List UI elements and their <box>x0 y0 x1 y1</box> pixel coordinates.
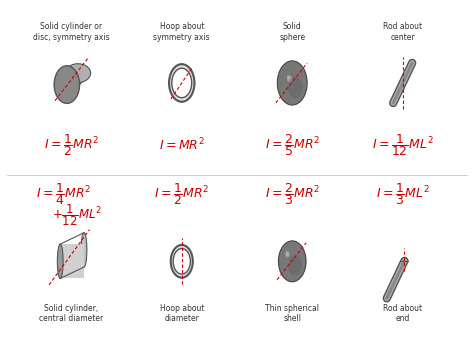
Circle shape <box>278 241 306 282</box>
Circle shape <box>277 61 307 105</box>
Text: Thin spherical
shell: Thin spherical shell <box>265 304 319 324</box>
Text: $I = \dfrac{1}{4}MR^2$: $I = \dfrac{1}{4}MR^2$ <box>36 181 91 207</box>
Circle shape <box>287 75 292 82</box>
Circle shape <box>287 75 288 77</box>
Circle shape <box>169 64 194 102</box>
Text: Solid cylinder or
disc, symmetry axis: Solid cylinder or disc, symmetry axis <box>33 23 109 42</box>
Circle shape <box>287 253 288 255</box>
Text: $I = \dfrac{1}{2}MR^2$: $I = \dfrac{1}{2}MR^2$ <box>44 132 99 158</box>
Text: $I = \dfrac{2}{3}MR^2$: $I = \dfrac{2}{3}MR^2$ <box>264 181 320 207</box>
Circle shape <box>173 249 191 274</box>
Circle shape <box>285 251 290 258</box>
Circle shape <box>288 76 303 99</box>
FancyBboxPatch shape <box>60 244 84 279</box>
Circle shape <box>171 245 193 278</box>
Circle shape <box>287 75 289 78</box>
Circle shape <box>286 253 288 256</box>
Text: $I = \dfrac{1}{3}ML^2$: $I = \dfrac{1}{3}ML^2$ <box>376 181 429 207</box>
Circle shape <box>287 75 290 80</box>
Circle shape <box>172 68 191 98</box>
Circle shape <box>287 75 292 83</box>
Text: Solid
sphere: Solid sphere <box>279 23 305 42</box>
Ellipse shape <box>57 244 63 279</box>
Circle shape <box>54 66 80 103</box>
Text: $I = \dfrac{1}{12}ML^2$: $I = \dfrac{1}{12}ML^2$ <box>372 132 434 158</box>
Text: Hoop about
symmetry axis: Hoop about symmetry axis <box>154 23 210 42</box>
Text: Solid cylinder,
central diameter: Solid cylinder, central diameter <box>39 304 103 324</box>
Circle shape <box>288 255 302 276</box>
Circle shape <box>286 252 289 256</box>
Text: $I = \dfrac{1}{2}MR^2$: $I = \dfrac{1}{2}MR^2$ <box>154 181 210 207</box>
Text: Hoop about
diameter: Hoop about diameter <box>160 304 204 324</box>
Ellipse shape <box>65 64 91 83</box>
Text: Rod about
center: Rod about center <box>383 23 422 42</box>
Polygon shape <box>54 73 91 85</box>
Text: $I = \dfrac{2}{5}MR^2$: $I = \dfrac{2}{5}MR^2$ <box>264 132 320 158</box>
Text: Rod about
end: Rod about end <box>383 304 422 324</box>
Circle shape <box>285 251 290 257</box>
Text: $I = MR^2$: $I = MR^2$ <box>159 137 205 153</box>
Text: $+ \dfrac{1}{12}ML^2$: $+ \dfrac{1}{12}ML^2$ <box>52 203 102 228</box>
Ellipse shape <box>81 233 87 267</box>
